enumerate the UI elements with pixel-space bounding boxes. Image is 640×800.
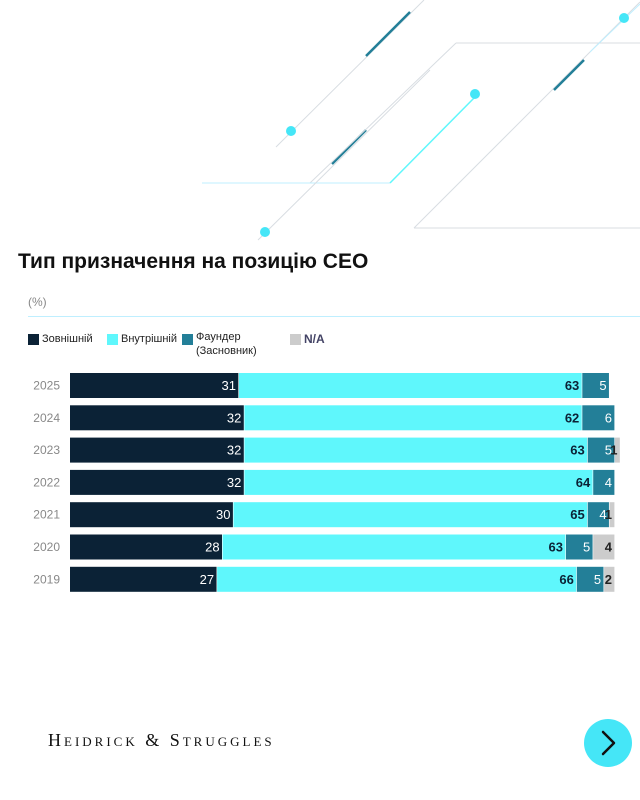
bar-2022-series-0 bbox=[70, 469, 244, 495]
year-label-2024: 2024 bbox=[33, 411, 60, 425]
bar-2022-series-1 bbox=[244, 469, 593, 495]
chart-unit: (%) bbox=[28, 295, 47, 309]
data-label-2025-series-1: 63 bbox=[565, 378, 579, 393]
bar-2024-series-2 bbox=[582, 405, 615, 431]
data-label-2020-series-2: 5 bbox=[583, 540, 590, 555]
data-label-2022-series-1: 64 bbox=[576, 475, 591, 490]
data-label-2019-series-2: 5 bbox=[594, 572, 601, 587]
data-label-2025-series-0: 31 bbox=[221, 378, 235, 393]
brand-logo: Heidrick & Struggles bbox=[48, 730, 275, 750]
bar-2023-series-0 bbox=[70, 437, 244, 463]
data-label-2020-series-0: 28 bbox=[205, 540, 219, 555]
bar-2019-series-3 bbox=[604, 566, 615, 592]
legend-swatch-founder bbox=[182, 334, 193, 345]
bar-2024-series-1 bbox=[244, 405, 582, 431]
data-label-2021-series-1: 65 bbox=[570, 507, 584, 522]
data-label-2025-series-2: 5 bbox=[599, 378, 606, 393]
divider bbox=[28, 316, 640, 317]
year-label-2020: 2020 bbox=[33, 540, 60, 554]
bar-2020-series-3 bbox=[593, 534, 615, 560]
legend-label-internal: Внутрішній bbox=[121, 333, 177, 345]
chart-title: Тип призначення на позицію CEO bbox=[18, 250, 369, 273]
bar-2020-series-1 bbox=[222, 534, 566, 560]
legend-swatch-internal bbox=[107, 334, 118, 345]
legend-label-external: Зовнішній bbox=[42, 333, 93, 345]
legend-label-na: N/A bbox=[304, 332, 325, 346]
data-label-2023-series-3: 1 bbox=[610, 443, 617, 458]
bar-2023-series-2 bbox=[587, 437, 615, 463]
bar-2022-series-2 bbox=[593, 469, 615, 495]
legend-item-founder: Фаундер (Засновник) bbox=[182, 331, 257, 358]
bar-2021-series-2 bbox=[587, 502, 609, 528]
legend-label-founder: Фаундер (Засновник) bbox=[196, 331, 257, 357]
next-button[interactable] bbox=[584, 719, 632, 767]
data-label-2022-series-2: 4 bbox=[605, 475, 612, 490]
legend-item-external: Зовнішній bbox=[28, 332, 93, 346]
data-label-2023-series-2: 5 bbox=[605, 443, 612, 458]
year-label-2022: 2022 bbox=[33, 475, 60, 489]
bar-2020-series-0 bbox=[70, 534, 222, 560]
data-label-2021-series-2: 4 bbox=[599, 507, 606, 522]
legend-swatch-na bbox=[290, 334, 301, 345]
bar-2025-series-1 bbox=[238, 373, 582, 398]
year-label-2025: 2025 bbox=[33, 379, 60, 393]
data-label-2019-series-1: 66 bbox=[559, 572, 573, 587]
bar-2019-series-2 bbox=[576, 566, 604, 592]
bar-2025-series-2 bbox=[582, 373, 609, 398]
bar-2024-series-0 bbox=[70, 405, 244, 431]
data-label-2024-series-0: 32 bbox=[227, 410, 241, 425]
data-label-2020-series-3: 4 bbox=[605, 540, 613, 555]
bar-2019-series-1 bbox=[217, 566, 577, 592]
bar-2019-series-0 bbox=[70, 566, 217, 592]
year-label-2023: 2023 bbox=[33, 443, 60, 457]
data-label-2024-series-1: 62 bbox=[565, 410, 579, 425]
data-label-2021-series-3: 1 bbox=[605, 507, 612, 522]
data-label-2022-series-0: 32 bbox=[227, 475, 241, 490]
data-label-2020-series-1: 63 bbox=[548, 540, 562, 555]
bar-2021-series-3 bbox=[609, 502, 615, 528]
bar-2023-series-1 bbox=[244, 437, 588, 463]
data-label-2019-series-3: 2 bbox=[605, 572, 612, 587]
bar-2021-series-0 bbox=[70, 502, 233, 528]
legend-item-internal: Внутрішній bbox=[107, 332, 177, 346]
data-label-2021-series-0: 30 bbox=[216, 507, 230, 522]
bar-2020-series-2 bbox=[565, 534, 593, 560]
bar-2023-series-3 bbox=[615, 437, 620, 463]
chevron-right-icon bbox=[601, 730, 616, 756]
year-label-2019: 2019 bbox=[33, 572, 60, 586]
data-label-2023-series-1: 63 bbox=[570, 443, 584, 458]
legend-item-na: N/A bbox=[290, 332, 325, 346]
data-label-2019-series-0: 27 bbox=[200, 572, 214, 587]
bar-2025-series-0 bbox=[70, 373, 239, 398]
data-label-2024-series-2: 6 bbox=[605, 410, 612, 425]
legend-swatch-external bbox=[28, 334, 39, 345]
decorative-lines bbox=[202, 0, 640, 241]
data-label-2023-series-0: 32 bbox=[227, 443, 241, 458]
year-label-2021: 2021 bbox=[33, 508, 60, 522]
bar-2021-series-1 bbox=[233, 502, 588, 528]
